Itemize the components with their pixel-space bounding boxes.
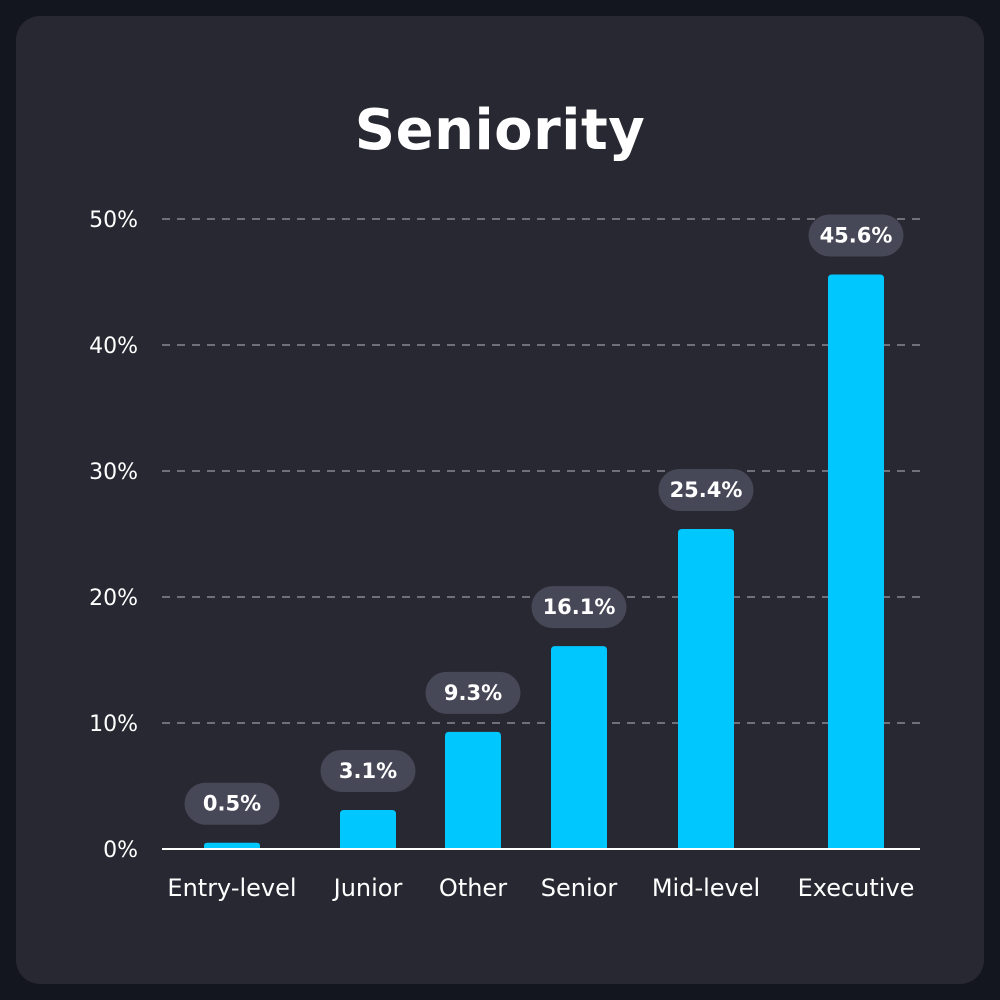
data-labels: 0.5% 3.1% 9.3% 16.1% 25.4% 45.6% (184, 214, 904, 825)
bar (204, 842, 260, 849)
data-label: 16.1% (531, 586, 627, 629)
data-label: 25.4% (658, 468, 754, 511)
y-tick-label: 30% (89, 460, 138, 485)
data-label-text: 0.5% (203, 792, 261, 816)
data-label-pill (808, 214, 904, 257)
bar (340, 809, 396, 849)
y-tick-label: 10% (89, 712, 138, 737)
category-label: Mid-level (652, 874, 760, 902)
category-label: Junior (332, 874, 403, 902)
data-label-pill (658, 468, 754, 511)
bar (551, 646, 607, 849)
category-label: Executive (798, 874, 915, 902)
y-axis-ticks: 0% 10% 20% 30% 40% 50% (89, 208, 138, 863)
y-tick-label: 40% (89, 334, 138, 359)
chart-title: Seniority (354, 98, 646, 163)
y-tick-label: 0% (103, 838, 138, 863)
category-label: Entry-level (167, 874, 296, 902)
y-tick-label: 20% (89, 586, 138, 611)
data-label-pill (184, 782, 280, 825)
data-label-pill (320, 749, 416, 792)
gridlines (162, 218, 920, 724)
data-label-text: 25.4% (670, 478, 743, 502)
bar (445, 731, 501, 849)
data-label-text: 16.1% (543, 595, 616, 619)
bar (828, 274, 884, 849)
category-labels: Entry-level Junior Other Senior Mid-level Exe… (167, 874, 914, 902)
data-label-text: 45.6% (820, 223, 893, 247)
data-label: 0.5% (184, 782, 280, 825)
data-label-text: 9.3% (444, 681, 502, 705)
category-label: Senior (541, 874, 618, 902)
data-label-pill (531, 586, 627, 629)
bar (678, 528, 734, 849)
data-label-text: 3.1% (339, 759, 397, 783)
category-label: Other (439, 874, 507, 902)
bars (204, 274, 884, 849)
data-label: 45.6% (808, 214, 904, 257)
data-label-pill (425, 671, 521, 714)
data-label: 3.1% (320, 749, 416, 792)
y-tick-label: 50% (89, 208, 138, 233)
data-label: 9.3% (425, 671, 521, 714)
